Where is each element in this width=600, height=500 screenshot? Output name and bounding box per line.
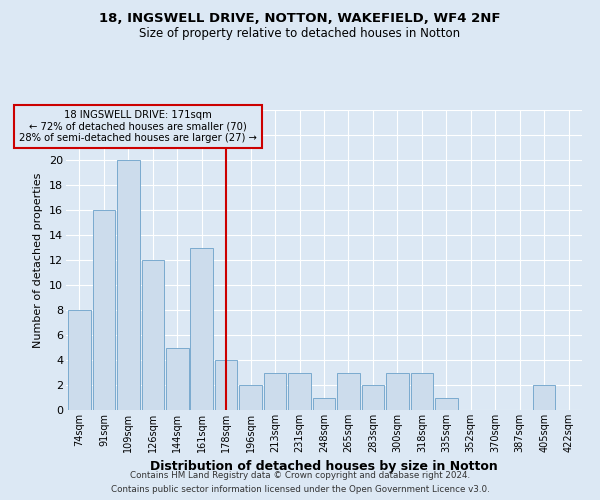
X-axis label: Distribution of detached houses by size in Notton: Distribution of detached houses by size …	[150, 460, 498, 473]
Bar	[117, 160, 140, 410]
Text: Contains HM Land Registry data © Crown copyright and database right 2024.: Contains HM Land Registry data © Crown c…	[130, 472, 470, 480]
Bar	[68, 310, 91, 410]
Bar	[386, 372, 409, 410]
Text: Size of property relative to detached houses in Notton: Size of property relative to detached ho…	[139, 28, 461, 40]
Text: 18 INGSWELL DRIVE: 171sqm
← 72% of detached houses are smaller (70)
28% of semi-: 18 INGSWELL DRIVE: 171sqm ← 72% of detac…	[19, 110, 257, 143]
Bar	[435, 398, 458, 410]
Bar	[410, 372, 433, 410]
Text: 18, INGSWELL DRIVE, NOTTON, WAKEFIELD, WF4 2NF: 18, INGSWELL DRIVE, NOTTON, WAKEFIELD, W…	[99, 12, 501, 26]
Bar	[264, 372, 286, 410]
Bar	[239, 385, 262, 410]
Bar	[92, 210, 115, 410]
Bar	[337, 372, 360, 410]
Bar	[215, 360, 238, 410]
Bar	[166, 348, 188, 410]
Bar	[313, 398, 335, 410]
Bar	[533, 385, 556, 410]
Bar	[190, 248, 213, 410]
Bar	[142, 260, 164, 410]
Bar	[288, 372, 311, 410]
Bar	[362, 385, 384, 410]
Y-axis label: Number of detached properties: Number of detached properties	[34, 172, 43, 348]
Text: Contains public sector information licensed under the Open Government Licence v3: Contains public sector information licen…	[110, 484, 490, 494]
